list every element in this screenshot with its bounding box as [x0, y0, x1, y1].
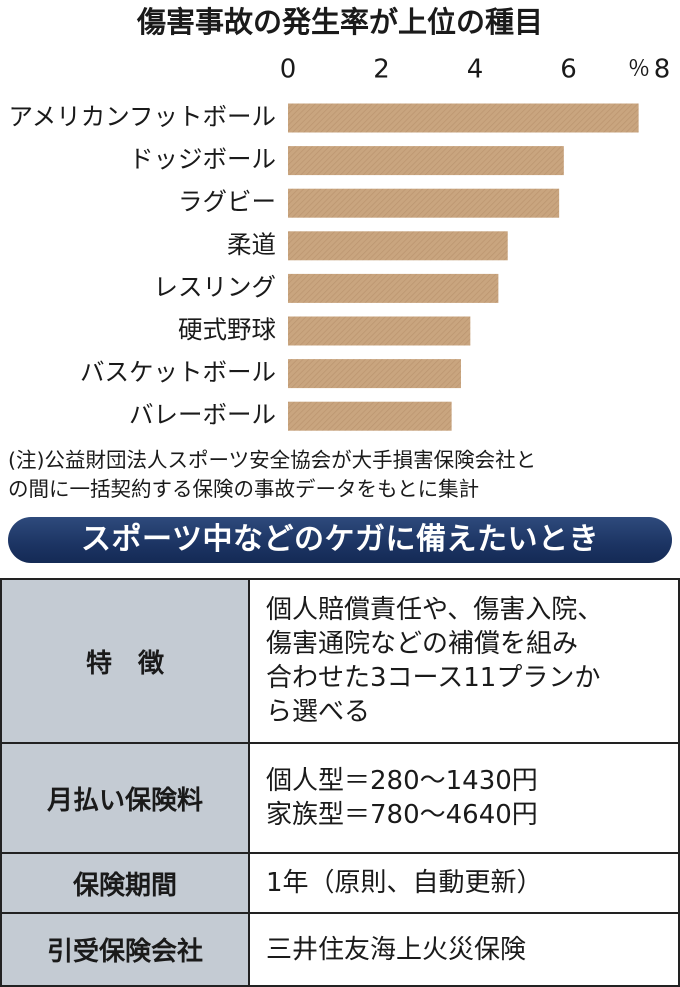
y-tick-label: 柔道 — [227, 230, 276, 259]
bar — [288, 316, 471, 346]
x-tick-label: 0 — [280, 55, 297, 85]
value-line: 傷害通院などの補償を組み — [266, 629, 579, 659]
y-tick-label: ラグビー — [178, 187, 276, 216]
table-row: 月払い保険料 個人型＝280～1430円 家族型＝780～4640円 — [0, 742, 680, 854]
x-tick-label: 6 — [560, 55, 577, 85]
x-tick-label: 8 — [654, 55, 671, 85]
value-line: ら選べる — [266, 697, 371, 727]
value-line: 合わせた3コース11プランか — [266, 663, 601, 693]
note: (注)公益財団法人スポーツ安全協会が大手損害保険会社と の間に一括契約する保険の事… — [8, 446, 536, 504]
value-line: 個人賠償責任や、傷害入院、 — [266, 595, 604, 625]
chart: 傷害事故の発生率が上位の種目 0 2 4 6 8％ アメリカンフットボールドッジボールラグ… — [8, 5, 671, 431]
table-row: 引受保険会社 三井住友海上火災保険 — [0, 912, 680, 987]
row-header: 月払い保険料 — [0, 742, 250, 854]
bar — [288, 273, 499, 303]
y-tick-label: バスケットボール — [80, 358, 276, 387]
bar — [288, 401, 452, 431]
y-tick-label: アメリカンフットボール — [8, 102, 276, 131]
bar — [288, 359, 461, 389]
banner: スポーツ中などのケガに備えたいとき — [8, 517, 672, 563]
x-tick-label: 2 — [373, 55, 390, 85]
note-line: (注)公益財団法人スポーツ安全協会が大手損害保険会社と — [8, 448, 537, 472]
x-tick-label: 4 — [467, 55, 484, 85]
y-tick-label: 硬式野球 — [178, 315, 276, 344]
y-tick-label: ドッジボール — [129, 145, 276, 174]
y-tick-label: レスリング — [154, 272, 277, 301]
row-header: 引受保険会社 — [0, 912, 250, 987]
bar — [288, 231, 508, 261]
row-header: 保険期間 — [0, 852, 250, 914]
x-unit: ％ — [628, 57, 650, 82]
bar — [288, 146, 564, 176]
bar — [288, 103, 639, 133]
value-line: 個人型＝280～1430円 — [266, 766, 538, 796]
row-value: 個人賠償責任や、傷害入院、 傷害通院などの補償を組み 合わせた3コース11プランから… — [248, 578, 680, 744]
table-row: 保険期間 1年（原則、自動更新） — [0, 852, 680, 914]
bar — [288, 188, 560, 218]
note-line: の間に一括契約する保険の事故データをもとに集計 — [8, 477, 480, 501]
value-line: 1年（原則、自動更新） — [266, 868, 543, 898]
table-row: 特 徴個人賠償責任や、傷害入院、 傷害通院などの補償を組み 合わせた3コース11プラ… — [0, 578, 680, 744]
chart-title: 傷害事故の発生率が上位の種目 — [136, 5, 543, 39]
row-value: 個人型＝280～1430円 家族型＝780～4640円 — [248, 742, 680, 854]
row-value: 三井住友海上火災保険 — [248, 912, 680, 987]
row-header: 特 徴 — [0, 578, 250, 744]
value-line: 三井住友海上火災保険 — [266, 934, 527, 965]
table: 特 徴個人賠償責任や、傷害入院、 傷害通院などの補償を組み 合わせた3コース11プラ… — [0, 578, 680, 987]
row-value: 1年（原則、自動更新） — [248, 852, 680, 914]
value-line: 家族型＝780～4640円 — [266, 800, 538, 830]
y-tick-label: バレーボール — [129, 400, 276, 429]
